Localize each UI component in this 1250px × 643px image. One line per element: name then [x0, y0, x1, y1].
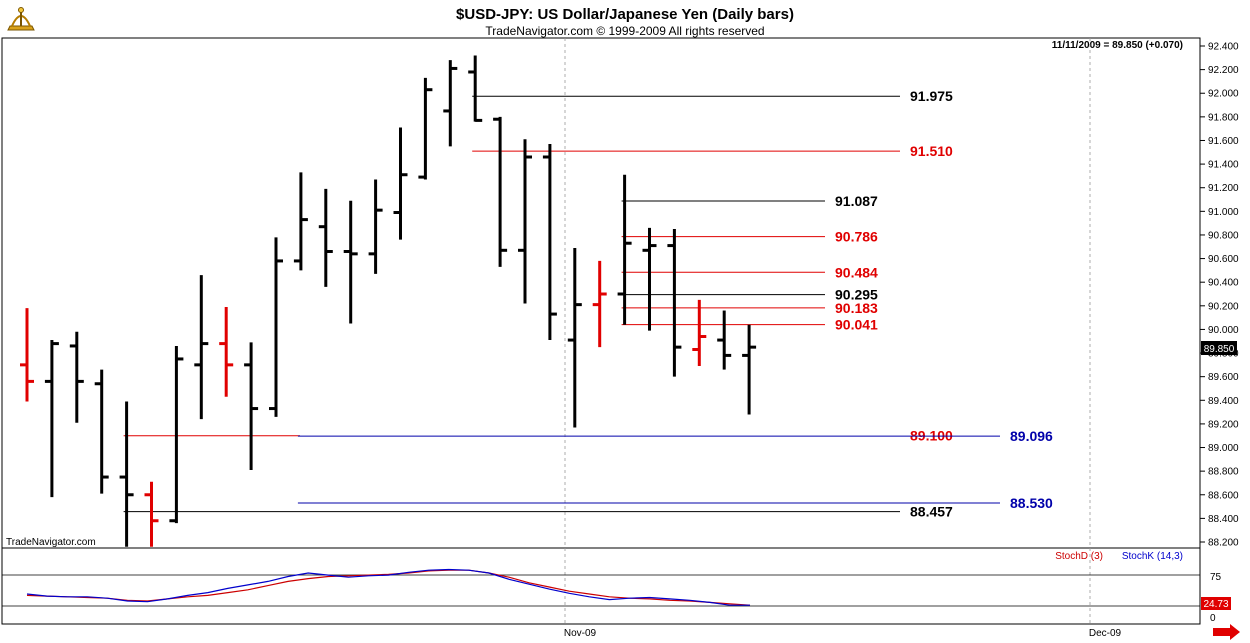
y-tick-label: 88.600: [1208, 490, 1239, 501]
ohlc-bar: [468, 55, 483, 122]
chart-subtitle: TradeNavigator.com © 1999-2009 All right…: [485, 24, 764, 38]
x-label-dec: Dec-09: [1089, 628, 1122, 639]
stoch-tick-75: 75: [1210, 572, 1222, 583]
ohlc-bar: [717, 310, 732, 370]
ohlc-bar: [592, 260, 607, 348]
stoch-tick-0: 0: [1210, 613, 1216, 624]
y-tick-label: 91.000: [1208, 207, 1239, 218]
price-axis: 92.400 92.200 92.000 91.800 91.600 91.400 91.2…: [1200, 42, 1239, 549]
ohlc-bar: [194, 275, 209, 420]
ohlc-bar: [293, 172, 308, 271]
ohlc-bar: [69, 331, 84, 423]
last-price-marker: 89.850: [1201, 341, 1237, 355]
ohlc-bar: [20, 308, 34, 402]
ohlc-bar: [269, 237, 283, 417]
y-tick-label: 89.000: [1208, 443, 1239, 454]
stoch-pane-frame: [1, 547, 1201, 625]
ohlc-bar: [642, 227, 657, 331]
level-label-91.510: 91.510: [910, 143, 953, 159]
stoch-last-label: 24.73: [1203, 599, 1228, 610]
y-tick-label: 88.400: [1208, 514, 1239, 525]
y-tick-label: 91.800: [1208, 112, 1239, 123]
vertical-gridlines: [564, 38, 1091, 624]
ohlc-bar: [169, 345, 184, 524]
ohlc-bar: [518, 139, 532, 304]
stoch-last-marker: 24.73: [1201, 597, 1231, 610]
ohlc-bar: [393, 127, 408, 240]
level-label-90.295: 90.295: [835, 287, 878, 303]
y-tick-label: 89.600: [1208, 372, 1239, 383]
y-tick-label: 88.200: [1208, 538, 1239, 549]
ohlc-bars: [20, 55, 757, 547]
fib-levels: 91.975 91.510 91.087 90.786 90.484 90.29590.1…: [123, 88, 1053, 520]
level-label-90.786: 90.786: [835, 229, 878, 245]
last-quote: 11/11/2009 = 89.850 (+0.070): [1052, 40, 1183, 51]
ohlc-bar: [418, 77, 433, 180]
ohlc-bar: [542, 144, 557, 341]
y-tick-label: 90.800: [1208, 230, 1239, 241]
ohlc-bar: [244, 342, 259, 470]
ohlc-bar: [567, 247, 582, 428]
chart-title: $USD-JPY: US Dollar/Japanese Yen (Daily …: [456, 6, 794, 23]
ohlc-bar: [144, 481, 159, 547]
ohlc-bar: [119, 401, 134, 547]
level-label-90.484: 90.484: [835, 264, 878, 280]
level-label-91.087: 91.087: [835, 193, 878, 209]
ohlc-bar: [219, 306, 234, 397]
ohlc-bar: [742, 324, 757, 415]
arrow-right-icon[interactable]: [1213, 624, 1240, 640]
watermark: TradeNavigator.com: [6, 537, 96, 548]
level-label-88.530: 88.530: [1010, 495, 1053, 511]
level-label-90.041: 90.041: [835, 317, 878, 333]
ohlc-bar: [667, 229, 682, 377]
level-label-88.457: 88.457: [910, 504, 953, 520]
ohlc-bar: [94, 369, 109, 494]
ohlc-bar: [368, 179, 383, 274]
level-label-91.975: 91.975: [910, 88, 953, 104]
y-tick-label: 92.000: [1208, 89, 1239, 100]
stoch-k-line: [26, 568, 750, 606]
ohlc-bar: [617, 174, 632, 325]
ohlc-bar: [318, 188, 333, 287]
y-tick-label: 90.200: [1208, 301, 1239, 312]
legend-stoch-d: StochD (3): [1055, 551, 1103, 562]
ohlc-bar: [443, 60, 458, 147]
y-tick-label: 91.600: [1208, 136, 1239, 147]
ohlc-bar: [44, 340, 59, 498]
y-tick-label: 91.400: [1208, 160, 1239, 171]
ohlc-bar: [692, 299, 707, 367]
y-tick-label: 92.400: [1208, 42, 1239, 53]
x-label-nov: Nov-09: [564, 628, 597, 639]
ohlc-bar: [493, 116, 508, 267]
y-tick-label: 89.400: [1208, 396, 1239, 407]
level-label-90.183: 90.183: [835, 300, 878, 316]
ohlc-bar: [343, 200, 358, 324]
level-label-89.096: 89.096: [1010, 428, 1053, 444]
y-tick-label: 91.200: [1208, 183, 1239, 194]
y-tick-label: 90.600: [1208, 254, 1239, 265]
legend-stoch-k: StochK (14,3): [1122, 551, 1183, 562]
y-tick-label: 89.200: [1208, 419, 1239, 430]
y-tick-label: 92.200: [1208, 65, 1239, 76]
y-tick-label: 90.000: [1208, 325, 1239, 336]
sextant-icon: [7, 7, 35, 31]
last-price-label: 89.850: [1204, 344, 1235, 355]
y-tick-label: 88.800: [1208, 467, 1239, 478]
y-tick-label: 90.400: [1208, 278, 1239, 289]
